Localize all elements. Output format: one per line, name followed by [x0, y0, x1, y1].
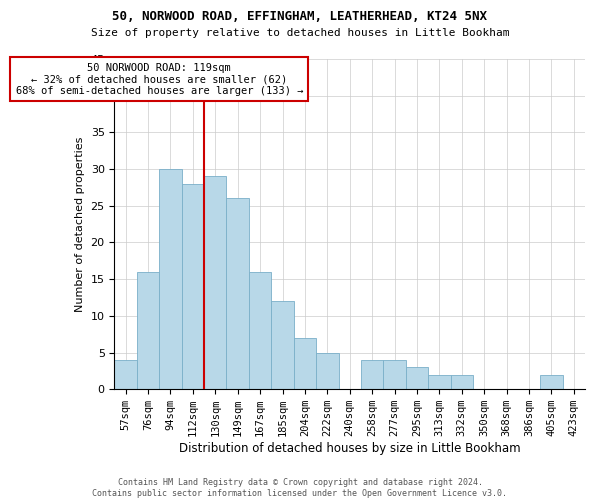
Bar — [540, 374, 563, 389]
Bar — [159, 169, 182, 389]
Bar — [182, 184, 204, 389]
Bar — [428, 374, 451, 389]
Bar — [316, 352, 338, 389]
Bar — [115, 360, 137, 389]
Text: Size of property relative to detached houses in Little Bookham: Size of property relative to detached ho… — [91, 28, 509, 38]
Text: Contains HM Land Registry data © Crown copyright and database right 2024.
Contai: Contains HM Land Registry data © Crown c… — [92, 478, 508, 498]
Text: 50, NORWOOD ROAD, EFFINGHAM, LEATHERHEAD, KT24 5NX: 50, NORWOOD ROAD, EFFINGHAM, LEATHERHEAD… — [113, 10, 487, 23]
Bar — [294, 338, 316, 389]
X-axis label: Distribution of detached houses by size in Little Bookham: Distribution of detached houses by size … — [179, 442, 521, 455]
Bar — [271, 301, 294, 389]
Bar — [226, 198, 249, 389]
Bar — [204, 176, 226, 389]
Bar — [137, 272, 159, 389]
Y-axis label: Number of detached properties: Number of detached properties — [75, 136, 85, 312]
Bar — [383, 360, 406, 389]
Bar — [361, 360, 383, 389]
Bar — [249, 272, 271, 389]
Text: 50 NORWOOD ROAD: 119sqm
← 32% of detached houses are smaller (62)
68% of semi-de: 50 NORWOOD ROAD: 119sqm ← 32% of detache… — [16, 62, 303, 96]
Bar — [451, 374, 473, 389]
Bar — [406, 367, 428, 389]
